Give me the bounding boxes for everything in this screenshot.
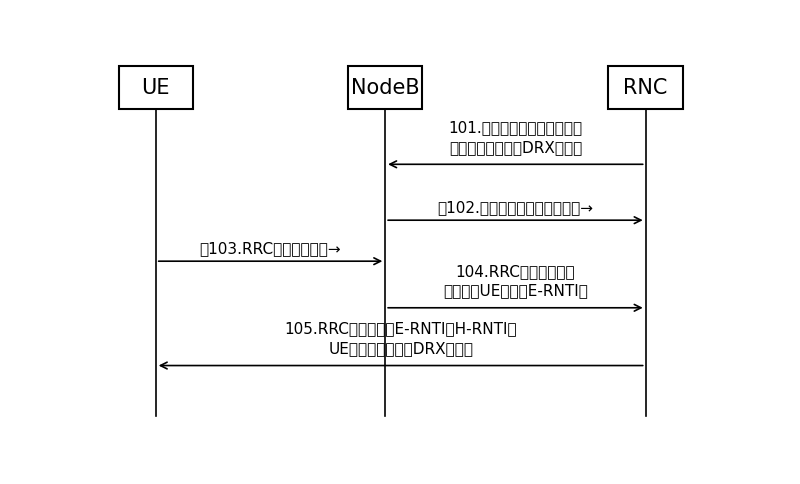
Text: 105.RRC消息（携带E-RNTI、H-RNTI和
UE当前工作频点的DRX参数）: 105.RRC消息（携带E-RNTI、H-RNTI和 UE当前工作频点的DRX参… — [284, 321, 517, 356]
Text: －103.RRC连接建立请求→: －103.RRC连接建立请求→ — [200, 242, 342, 257]
Text: NodeB: NodeB — [351, 78, 419, 98]
Bar — [118, 66, 193, 109]
Text: －102.物理共享信道重配置响应→: －102.物理共享信道重配置响应→ — [438, 200, 594, 215]
Bar — [609, 66, 683, 109]
Text: UE: UE — [142, 78, 170, 98]
Text: 104.RRC连接建立请求
（携带为UE分配的E-RNTI）: 104.RRC连接建立请求 （携带为UE分配的E-RNTI） — [443, 264, 588, 299]
Text: RNC: RNC — [623, 78, 668, 98]
Text: 101.物理共享信道重配置消息
（携带各个频点的DRX参数）: 101.物理共享信道重配置消息 （携带各个频点的DRX参数） — [448, 120, 582, 155]
Bar — [348, 66, 422, 109]
